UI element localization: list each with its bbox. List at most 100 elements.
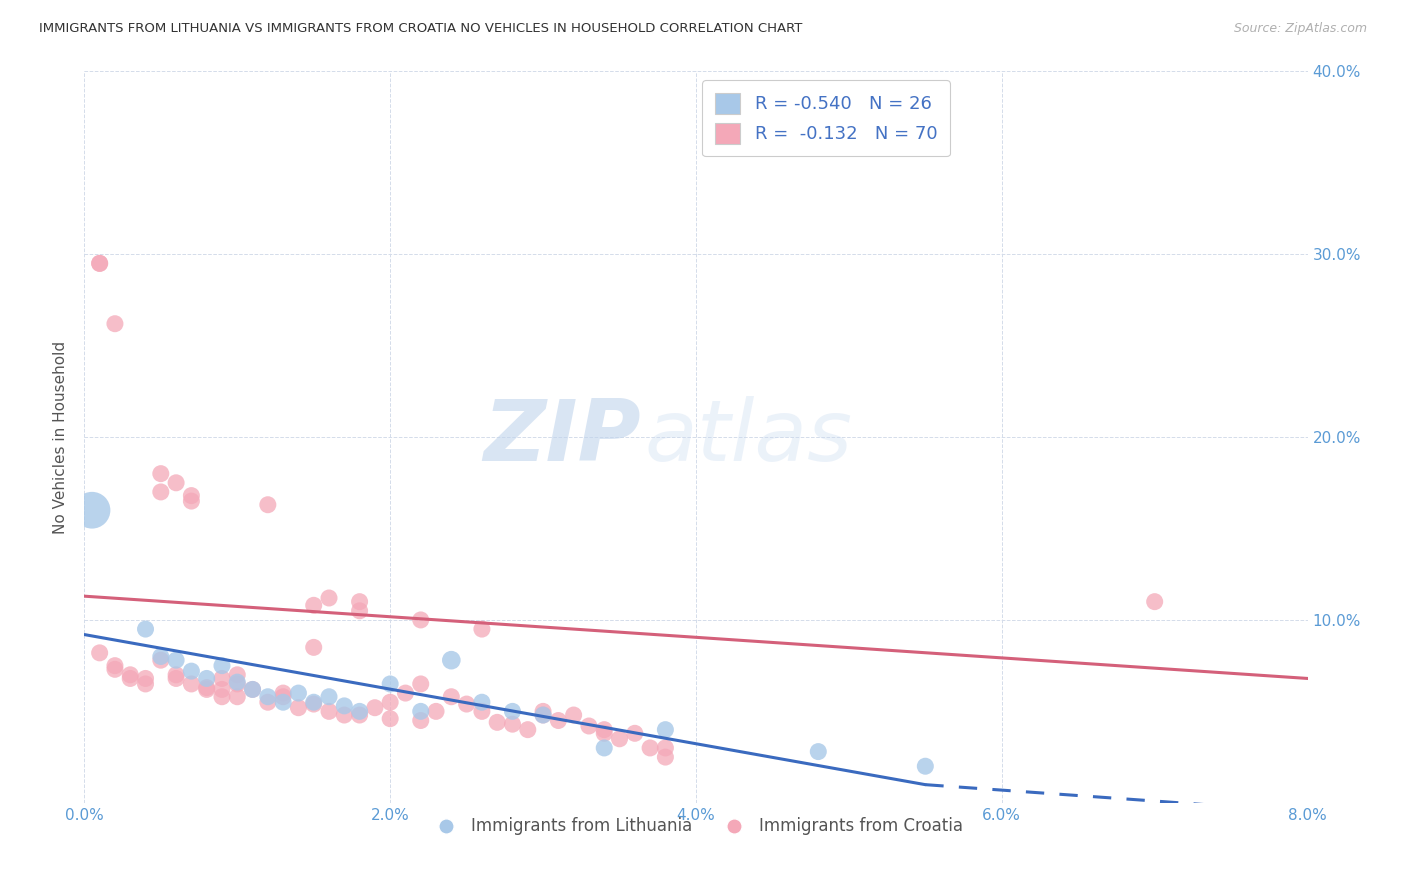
Point [624, 726, 647, 740]
Point [287, 700, 309, 714]
Point [89, 646, 111, 660]
Point [302, 695, 325, 709]
Point [914, 759, 936, 773]
Point [287, 686, 309, 700]
Point [120, 672, 142, 686]
Point [364, 700, 387, 714]
Point [349, 594, 371, 608]
Point [471, 705, 494, 719]
Point [165, 653, 187, 667]
Point [593, 740, 616, 755]
Point [149, 485, 172, 500]
Y-axis label: No Vehicles in Household: No Vehicles in Household [53, 341, 69, 533]
Point [104, 662, 127, 676]
Point [271, 695, 294, 709]
Point [562, 708, 585, 723]
Point [135, 622, 157, 636]
Point [349, 705, 371, 719]
Text: ZIP: ZIP [484, 395, 641, 479]
Point [638, 740, 661, 755]
Point [531, 705, 554, 719]
Point [149, 653, 172, 667]
Point [1143, 594, 1166, 608]
Point [302, 640, 325, 655]
Point [380, 677, 402, 691]
Legend: Immigrants from Lithuania, Immigrants from Croatia: Immigrants from Lithuania, Immigrants fr… [423, 811, 969, 842]
Point [578, 719, 600, 733]
Point [80, 503, 103, 517]
Point [149, 649, 172, 664]
Point [440, 690, 463, 704]
Point [502, 705, 524, 719]
Point [180, 489, 202, 503]
Point [104, 658, 127, 673]
Point [425, 705, 447, 719]
Point [380, 695, 402, 709]
Point [89, 256, 111, 270]
Point [257, 695, 280, 709]
Text: atlas: atlas [644, 395, 852, 479]
Point [165, 667, 187, 681]
Point [318, 591, 340, 605]
Point [486, 715, 509, 730]
Point [271, 686, 294, 700]
Point [165, 475, 187, 490]
Point [211, 658, 233, 673]
Point [380, 712, 402, 726]
Point [409, 705, 432, 719]
Point [593, 726, 616, 740]
Point [165, 672, 187, 686]
Point [471, 695, 494, 709]
Point [211, 690, 233, 704]
Point [471, 622, 494, 636]
Point [333, 708, 356, 723]
Point [242, 682, 264, 697]
Point [180, 677, 202, 691]
Point [104, 317, 127, 331]
Point [226, 690, 249, 704]
Text: Source: ZipAtlas.com: Source: ZipAtlas.com [1233, 22, 1367, 36]
Point [135, 672, 157, 686]
Point [349, 604, 371, 618]
Point [333, 698, 356, 713]
Point [211, 682, 233, 697]
Point [195, 672, 218, 686]
Point [502, 717, 524, 731]
Point [547, 714, 569, 728]
Point [257, 498, 280, 512]
Point [149, 467, 172, 481]
Point [318, 705, 340, 719]
Point [440, 653, 463, 667]
Point [302, 697, 325, 711]
Point [593, 723, 616, 737]
Point [531, 708, 554, 723]
Point [456, 697, 478, 711]
Point [318, 690, 340, 704]
Point [180, 664, 202, 678]
Point [394, 686, 416, 700]
Point [807, 745, 830, 759]
Point [195, 681, 218, 695]
Point [409, 714, 432, 728]
Point [654, 740, 676, 755]
Point [195, 682, 218, 697]
Point [180, 494, 202, 508]
Point [271, 690, 294, 704]
Point [302, 599, 325, 613]
Point [242, 682, 264, 697]
Point [609, 731, 631, 746]
Point [516, 723, 538, 737]
Point [409, 613, 432, 627]
Point [211, 672, 233, 686]
Text: IMMIGRANTS FROM LITHUANIA VS IMMIGRANTS FROM CROATIA NO VEHICLES IN HOUSEHOLD CO: IMMIGRANTS FROM LITHUANIA VS IMMIGRANTS … [39, 22, 803, 36]
Point [226, 677, 249, 691]
Point [654, 723, 676, 737]
Point [89, 256, 111, 270]
Point [409, 677, 432, 691]
Point [531, 708, 554, 723]
Point [120, 667, 142, 681]
Point [349, 708, 371, 723]
Point [226, 667, 249, 681]
Point [257, 690, 280, 704]
Point [654, 750, 676, 764]
